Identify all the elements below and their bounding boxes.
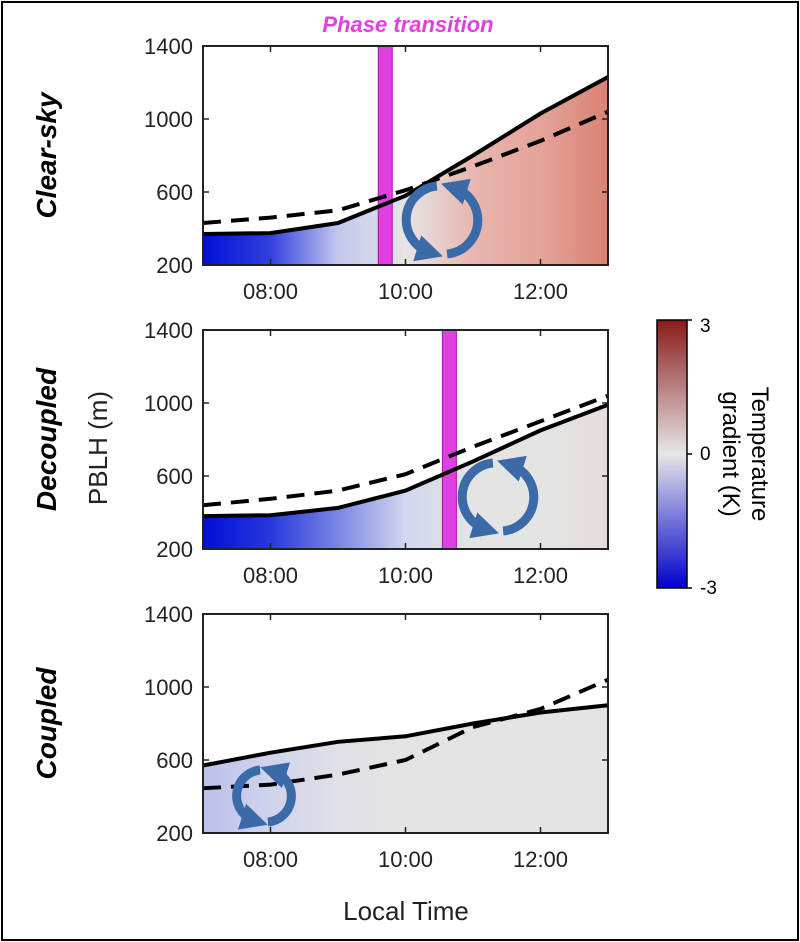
phase-transition-bar xyxy=(377,45,393,266)
solid-series-line xyxy=(202,75,609,236)
colorbar-label-line2: gradient (K) xyxy=(717,391,744,516)
x-tick-label: 12:00 xyxy=(513,563,568,588)
arrow-left xyxy=(232,765,268,830)
y-tick-label: 200 xyxy=(156,537,193,562)
y-tick-label: 1000 xyxy=(144,391,193,416)
pblh-area-fill xyxy=(203,77,608,265)
circulation-arrows-icon xyxy=(232,762,296,830)
colorbar-tick-min: -3 xyxy=(700,578,717,599)
y-tick-label: 1400 xyxy=(144,602,193,627)
y-tick-label: 200 xyxy=(156,253,193,278)
row-label-clear-sky: Clear-sky xyxy=(31,91,62,219)
row-label-coupled: Coupled xyxy=(31,667,62,780)
circulation-arrows-icon xyxy=(401,178,483,262)
x-tick-label: 08:00 xyxy=(243,279,298,304)
y-tick-label: 600 xyxy=(156,180,193,205)
x-tick-label: 12:00 xyxy=(513,279,568,304)
panel-clear-sky: 200 600 1000 1400 08:00 10:00 12:00 Clear-sky xyxy=(31,34,609,304)
colorbar-tick-mid: 0 xyxy=(700,444,711,465)
arrow-right xyxy=(260,762,296,827)
panel-decoupled: 200 600 1000 1400 08:00 10:00 12:00 Decoupled xyxy=(31,318,609,588)
x-tick-label: 12:00 xyxy=(513,847,568,872)
arrow-right xyxy=(497,455,539,536)
phase-transition-label: Phase transition xyxy=(322,12,493,37)
solid-series-line xyxy=(202,402,609,519)
arrow-left xyxy=(401,181,443,262)
arrow-left xyxy=(457,458,499,539)
y-tick-label: 200 xyxy=(156,821,193,846)
dashed-series-line xyxy=(202,109,609,225)
x-tick-label: 10:00 xyxy=(378,847,433,872)
colorbar-tick-max: 3 xyxy=(700,316,711,337)
y-axis-label: PBLH (m) xyxy=(83,391,113,505)
x-axis-label: Local Time xyxy=(343,896,469,926)
y-tick-label: 600 xyxy=(156,464,193,489)
arrow-right xyxy=(441,178,483,259)
x-tick-label: 10:00 xyxy=(378,279,433,304)
y-tick-label: 1000 xyxy=(144,675,193,700)
colorbar-gradient xyxy=(656,319,688,589)
solid-series-line xyxy=(202,703,609,768)
x-tick-label: 08:00 xyxy=(243,563,298,588)
y-tick-label: 600 xyxy=(156,748,193,773)
y-tick-label: 1000 xyxy=(144,107,193,132)
pblh-area-fill xyxy=(203,705,608,833)
x-tick-label: 08:00 xyxy=(243,847,298,872)
row-label-decoupled: Decoupled xyxy=(31,367,62,511)
colorbar: 3 0 -3 Temperature gradient (K) xyxy=(656,316,773,599)
x-tick-label: 10:00 xyxy=(378,563,433,588)
y-tick-label: 1400 xyxy=(144,318,193,343)
phase-transition-bar xyxy=(441,329,457,550)
circulation-arrows-icon xyxy=(457,455,539,539)
panel-coupled: 200 600 1000 1400 08:00 10:00 12:00 Coupled xyxy=(31,602,609,872)
colorbar-label-line1: Temperature xyxy=(746,387,773,522)
dashed-series-line xyxy=(202,393,609,508)
y-tick-label: 1400 xyxy=(144,34,193,59)
